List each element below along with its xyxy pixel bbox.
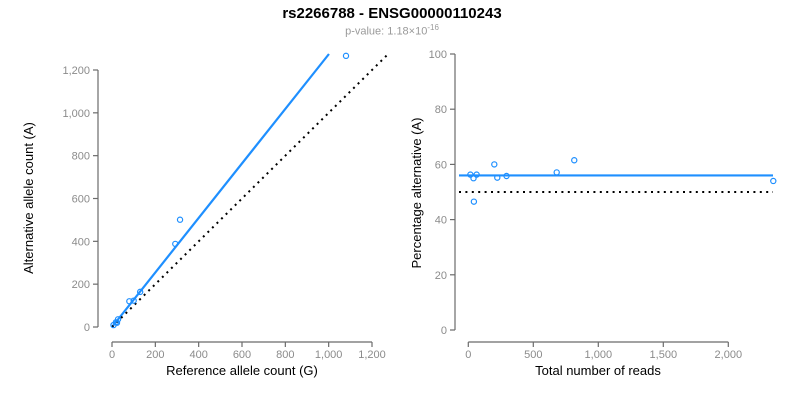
- figure-subtitle: p-value: 1.18×10-16: [0, 23, 784, 38]
- x-tick-label: 400: [189, 349, 207, 361]
- y-tick-label: 400: [72, 236, 90, 248]
- data-point: [491, 161, 498, 168]
- y-tick-label: 600: [72, 193, 90, 205]
- data-point: [494, 174, 501, 181]
- y-tick-label: 60: [435, 159, 447, 171]
- x-tick-label: 200: [146, 349, 164, 361]
- left-plot: 0 200 400 600 800 1,000 1,200 0 200 400 600 800 1,00…: [21, 52, 389, 378]
- y-tick-label: 1,000: [62, 108, 90, 120]
- x-tick-label: 2,000: [715, 349, 743, 361]
- data-point: [553, 169, 560, 176]
- data-point: [172, 240, 179, 248]
- data-point: [342, 52, 350, 60]
- y-tick-label: 0: [441, 325, 447, 337]
- data-point: [470, 174, 477, 182]
- figure-title: rs2266788 - ENSG00000110243: [282, 5, 502, 22]
- y-tick-label: 1,200: [62, 65, 90, 77]
- data-point: [770, 177, 777, 185]
- y-tick-label: 80: [435, 104, 447, 116]
- x-tick-label: 1,000: [585, 349, 613, 361]
- data-point: [470, 198, 478, 205]
- y-tick-label: 40: [435, 215, 447, 227]
- x-axis-title: Total number of reads: [535, 363, 661, 378]
- x-tick-label: 0: [465, 349, 471, 361]
- x-tick-label: 500: [524, 349, 542, 361]
- right-plot: 0 20 40 60 80 100 0 500 1,000 1,500 2,000 Total num…: [409, 49, 777, 378]
- x-tick-label: 1,000: [315, 349, 343, 361]
- fit-line: [111, 53, 330, 328]
- data-point: [136, 288, 144, 296]
- y-tick-label: 200: [72, 279, 90, 291]
- x-tick-label: 800: [276, 349, 294, 361]
- y-tick-label: 100: [429, 49, 447, 61]
- y-axis-title: Percentage alternative (A): [409, 117, 424, 268]
- data-point: [176, 216, 184, 223]
- x-tick-label: 0: [109, 349, 115, 361]
- data-point: [113, 319, 121, 326]
- y-tick-label: 800: [72, 151, 90, 163]
- x-tick-label: 1,200: [358, 349, 386, 361]
- y-tick-label: 0: [84, 322, 90, 334]
- data-point: [130, 297, 137, 304]
- x-tick-label: 1,500: [650, 349, 678, 361]
- x-tick-label: 600: [233, 349, 251, 361]
- data-point: [467, 171, 474, 178]
- pvalue-exponent: -16: [427, 23, 439, 32]
- data-point: [114, 316, 122, 323]
- pvalue-text: p-value: 1.18×10: [345, 25, 428, 38]
- x-axis-title: Reference allele count (G): [166, 363, 318, 378]
- data-point: [571, 157, 578, 164]
- data-point: [503, 172, 510, 180]
- y-axis-title: Alternative allele count (A): [21, 122, 36, 274]
- data-point: [126, 298, 133, 305]
- y-tick-label: 20: [435, 270, 447, 282]
- identity-line: [111, 53, 389, 328]
- data-point: [473, 171, 480, 178]
